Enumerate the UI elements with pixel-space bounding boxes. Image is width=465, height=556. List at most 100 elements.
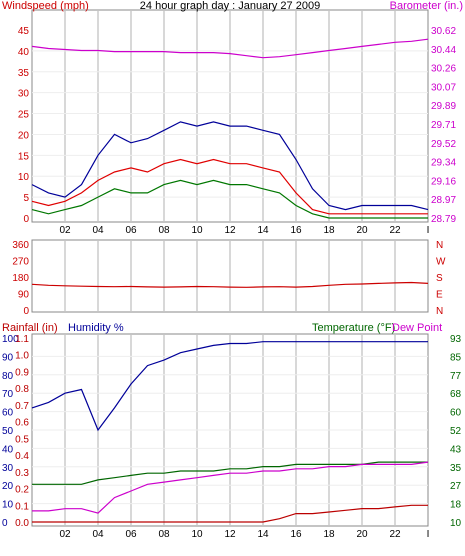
humidity-y-tick: 20 bbox=[2, 481, 14, 492]
x-tick-label: 16 bbox=[290, 225, 302, 236]
baro-y-tick: 28.97 bbox=[431, 195, 456, 206]
rain-y-tick: 0.3 bbox=[15, 468, 29, 479]
direction-y-tick: 0 bbox=[23, 306, 29, 317]
wind-y-tick: 5 bbox=[23, 193, 29, 204]
humidity-y-tick: 50 bbox=[2, 426, 14, 437]
baro-y-tick: 28.79 bbox=[431, 214, 456, 225]
baro-y-tick: 30.44 bbox=[431, 45, 456, 56]
rain-y-tick: 0.7 bbox=[15, 401, 29, 412]
x-tick-label: 18 bbox=[323, 529, 335, 540]
direction-y-tick: 270 bbox=[12, 257, 29, 268]
dew_point-line bbox=[32, 461, 429, 514]
temp-y-tick: 10 bbox=[450, 518, 462, 529]
wind-y-tick: 20 bbox=[18, 130, 30, 141]
humidity-y-tick: 100 bbox=[2, 334, 19, 345]
wind-y-tick: 25 bbox=[18, 110, 30, 121]
x-tick-label: 20 bbox=[356, 225, 368, 236]
wind-y-tick: 0 bbox=[23, 214, 29, 225]
baro-y-tick: 29.16 bbox=[431, 176, 456, 187]
rain-y-tick: 0.1 bbox=[15, 501, 29, 512]
rain-y-tick: 0.0 bbox=[15, 518, 29, 529]
rain-line bbox=[32, 504, 428, 523]
humidity-y-tick: 80 bbox=[2, 371, 14, 382]
baro-y-tick: 29.71 bbox=[431, 120, 456, 131]
wind-y-tick: 45 bbox=[18, 26, 30, 37]
x-tick-label: 10 bbox=[191, 225, 203, 236]
direction-y-tick: 360 bbox=[12, 240, 29, 251]
tick-labels: 45403530252015105030.6230.4430.2630.0729… bbox=[2, 26, 462, 540]
temp-y-tick: 18 bbox=[450, 500, 462, 511]
temp-y-tick: 77 bbox=[450, 371, 462, 382]
wind-y-tick: 15 bbox=[18, 151, 30, 162]
baro-y-tick: 30.62 bbox=[431, 26, 456, 37]
wind-grid bbox=[32, 11, 428, 221]
direction-y-tick: 180 bbox=[12, 273, 29, 284]
x-tick-label: 06 bbox=[125, 529, 137, 540]
temp-y-tick: 43 bbox=[450, 444, 462, 455]
temp-y-tick: 85 bbox=[450, 352, 462, 363]
x-tick-label: 16 bbox=[290, 529, 302, 540]
climate-plot bbox=[31, 341, 429, 523]
barometer-ylabel: Barometer (in.) bbox=[390, 0, 463, 12]
direction-y-tick: 90 bbox=[18, 290, 30, 301]
compass-label: W bbox=[436, 257, 446, 268]
x-tick-label: I bbox=[427, 529, 430, 540]
wind-plot bbox=[31, 38, 429, 219]
wind-ylabel: Windspeed (mph) bbox=[2, 0, 89, 12]
rain-y-tick: 1.0 bbox=[15, 351, 29, 362]
direction-grid bbox=[64, 241, 396, 311]
compass-label: E bbox=[436, 290, 443, 301]
chart-title: 24 hour graph day : January 27 2009 bbox=[140, 0, 320, 12]
x-tick-label: 20 bbox=[356, 529, 368, 540]
x-tick-label: 08 bbox=[158, 225, 170, 236]
rain-ylabel: Rainfall (in) bbox=[2, 322, 58, 334]
direction-line bbox=[31, 281, 429, 288]
x-tick-label: 12 bbox=[224, 225, 236, 236]
x-tick-label: 02 bbox=[59, 225, 71, 236]
baro-y-tick: 29.52 bbox=[431, 139, 456, 150]
humidity-y-tick: 40 bbox=[2, 444, 14, 455]
wind-y-tick: 10 bbox=[18, 172, 30, 183]
climate-grid bbox=[32, 335, 428, 525]
x-tick-label: 22 bbox=[389, 529, 401, 540]
gust-line bbox=[31, 121, 429, 211]
humidity-line bbox=[31, 341, 428, 432]
x-tick-label: 04 bbox=[92, 529, 104, 540]
direction-plot bbox=[31, 281, 429, 288]
compass-label: N bbox=[436, 306, 443, 317]
wind-y-tick: 30 bbox=[18, 89, 30, 100]
baro-line bbox=[31, 38, 429, 59]
x-tick-label: 04 bbox=[92, 225, 104, 236]
x-tick-label: 08 bbox=[158, 529, 170, 540]
temp-y-tick: 68 bbox=[450, 389, 462, 400]
rain-y-tick: 0.4 bbox=[15, 451, 29, 462]
x-tick-label: 22 bbox=[389, 225, 401, 236]
x-tick-label: 10 bbox=[191, 529, 203, 540]
temp-y-tick: 93 bbox=[450, 334, 462, 345]
compass-label: N bbox=[436, 240, 443, 251]
temperature-ylabel: Temperature (°F) bbox=[312, 322, 395, 334]
wind-y-tick: 40 bbox=[18, 47, 30, 58]
temp-y-tick: 60 bbox=[450, 408, 462, 419]
x-tick-label: 14 bbox=[257, 225, 269, 236]
rain-y-tick: 0.5 bbox=[15, 434, 29, 445]
rain-y-tick: 0.9 bbox=[15, 367, 29, 378]
x-tick-label: I bbox=[427, 225, 430, 236]
speed-line bbox=[31, 179, 428, 219]
rain-y-tick: 1.1 bbox=[15, 334, 29, 345]
compass-label: S bbox=[436, 273, 443, 284]
rain-y-tick: 0.8 bbox=[15, 384, 29, 395]
humidity-ylabel: Humidity % bbox=[68, 322, 124, 334]
wind-y-tick: 35 bbox=[18, 68, 30, 79]
humidity-y-tick: 10 bbox=[2, 500, 14, 511]
rain-y-tick: 0.2 bbox=[15, 485, 29, 496]
humidity-y-tick: 0 bbox=[2, 518, 8, 529]
x-tick-label: 14 bbox=[257, 529, 269, 540]
x-tick-label: 02 bbox=[59, 529, 71, 540]
baro-y-tick: 29.34 bbox=[431, 158, 456, 169]
x-tick-label: 12 bbox=[224, 529, 236, 540]
baro-y-tick: 30.26 bbox=[431, 64, 456, 75]
baro-y-tick: 30.07 bbox=[431, 82, 456, 93]
